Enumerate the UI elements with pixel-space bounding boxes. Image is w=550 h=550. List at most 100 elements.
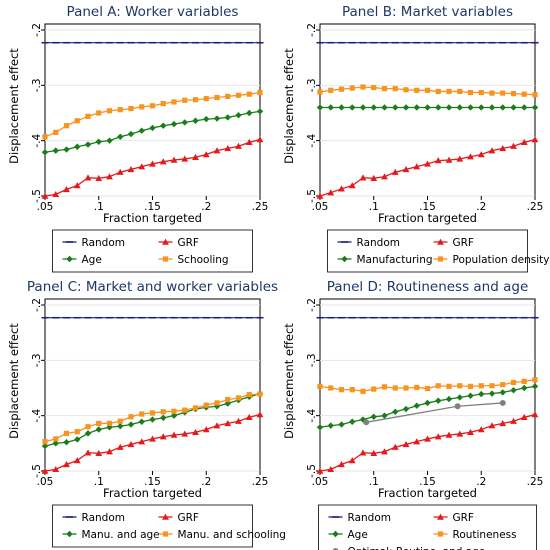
legend-label: Random bbox=[357, 237, 400, 249]
data-point bbox=[424, 87, 431, 93]
data-point bbox=[106, 420, 113, 427]
y-tick-label: -.4 bbox=[306, 133, 318, 147]
data-point bbox=[500, 90, 506, 96]
y-tick-label: -.3 bbox=[31, 78, 43, 92]
data-point bbox=[224, 114, 231, 121]
data-point bbox=[316, 424, 324, 431]
data-point bbox=[213, 147, 221, 154]
data-point bbox=[414, 87, 420, 93]
data-point bbox=[95, 138, 102, 145]
data-point bbox=[138, 418, 145, 425]
data-point bbox=[531, 104, 539, 111]
legend-item-grf: GRF bbox=[158, 512, 199, 524]
legend-marker bbox=[162, 513, 169, 520]
data-point bbox=[117, 133, 124, 140]
y-axis-label: Displacement effect bbox=[7, 48, 21, 164]
x-tick-label: .25 bbox=[252, 476, 269, 488]
data-point bbox=[127, 441, 135, 448]
legend-label: Manu. and schooling bbox=[178, 529, 286, 541]
legend-item-age: Age bbox=[328, 529, 368, 541]
data-point bbox=[74, 118, 80, 124]
data-point bbox=[413, 402, 420, 409]
data-point bbox=[456, 430, 464, 437]
series-population-density bbox=[317, 84, 538, 98]
data-point bbox=[192, 97, 199, 103]
data-point bbox=[391, 443, 399, 450]
data-point bbox=[224, 145, 232, 152]
data-point bbox=[327, 465, 335, 473]
data-point bbox=[327, 422, 334, 429]
data-point bbox=[467, 104, 474, 111]
data-point bbox=[478, 390, 485, 398]
data-point bbox=[349, 85, 355, 91]
data-point bbox=[499, 399, 506, 406]
data-point bbox=[246, 392, 252, 398]
data-point bbox=[160, 100, 166, 107]
series-grf bbox=[41, 411, 264, 474]
legend-box bbox=[52, 504, 253, 548]
data-point bbox=[41, 442, 49, 450]
data-point bbox=[402, 441, 410, 448]
data-point bbox=[170, 120, 178, 128]
y-tick-label: -.5 bbox=[31, 464, 43, 478]
data-point bbox=[257, 391, 263, 397]
data-point bbox=[370, 449, 378, 457]
y-tick-label: -.5 bbox=[306, 189, 318, 203]
data-point bbox=[392, 86, 398, 92]
data-point bbox=[41, 467, 49, 474]
data-point bbox=[171, 408, 177, 414]
data-point bbox=[73, 182, 81, 189]
legend-label: GRF bbox=[453, 512, 474, 524]
data-point bbox=[149, 416, 156, 423]
data-point bbox=[117, 418, 123, 424]
legend-marker bbox=[437, 256, 444, 262]
data-point bbox=[53, 129, 59, 135]
legend: Random GRF Manufacturing Population density bbox=[327, 229, 550, 273]
data-point bbox=[446, 383, 452, 389]
data-point bbox=[488, 422, 496, 429]
data-point bbox=[95, 449, 103, 457]
data-point bbox=[521, 384, 528, 392]
data-point bbox=[435, 397, 442, 404]
panel-1: Panel A: Worker variables -.2 -.3 -.4 -.5.05… bbox=[7, 4, 268, 273]
data-point bbox=[225, 93, 231, 99]
data-point bbox=[256, 411, 264, 418]
data-point bbox=[478, 89, 484, 96]
data-point bbox=[457, 88, 463, 95]
data-point bbox=[532, 377, 538, 383]
data-point bbox=[338, 387, 345, 393]
x-tick-label: .15 bbox=[144, 201, 161, 213]
data-point bbox=[192, 405, 199, 411]
y-tick-label: -.2 bbox=[306, 23, 318, 37]
data-point bbox=[138, 438, 146, 445]
data-point bbox=[478, 104, 485, 111]
x-tick-label: .15 bbox=[419, 476, 436, 488]
data-point bbox=[235, 112, 242, 119]
y-tick-label: -.4 bbox=[31, 408, 43, 422]
data-point bbox=[477, 151, 485, 158]
series-grf bbox=[41, 136, 264, 199]
data-point bbox=[106, 448, 113, 455]
y-axis-label: Displacement effect bbox=[7, 323, 21, 439]
data-point bbox=[392, 408, 399, 415]
data-point bbox=[499, 104, 506, 111]
x-tick-label: .2 bbox=[476, 476, 486, 488]
data-point bbox=[392, 104, 399, 111]
data-point bbox=[424, 385, 431, 392]
data-point bbox=[349, 387, 355, 393]
data-point bbox=[139, 104, 145, 110]
data-point bbox=[348, 457, 356, 464]
y-axis-label: Displacement effect bbox=[282, 48, 296, 164]
data-point bbox=[96, 110, 102, 116]
data-point bbox=[510, 142, 517, 149]
data-point bbox=[317, 89, 323, 95]
data-point bbox=[52, 190, 60, 198]
data-point bbox=[521, 104, 528, 111]
data-point bbox=[445, 156, 453, 163]
data-point bbox=[327, 189, 335, 196]
panel-4: Panel D: Routineness and age -.2 -.3 -.4 -.5… bbox=[282, 279, 543, 550]
data-point bbox=[454, 403, 461, 410]
data-point bbox=[192, 117, 199, 124]
legend-item-population-density: Population density bbox=[433, 254, 550, 266]
data-point bbox=[74, 143, 81, 150]
